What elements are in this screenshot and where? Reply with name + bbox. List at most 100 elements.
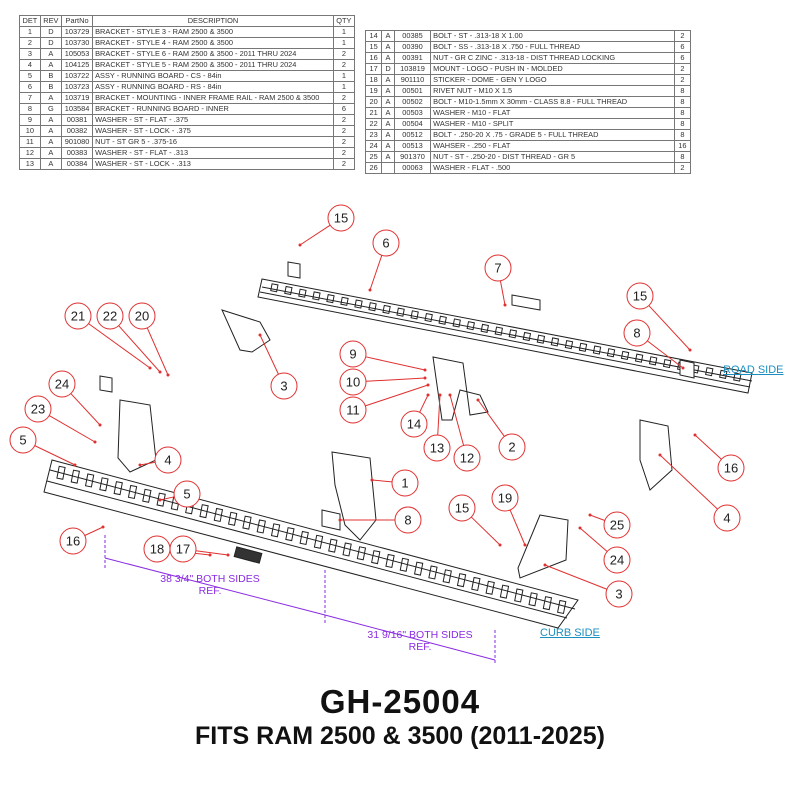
tread-cleat (298, 288, 307, 298)
leader-line (259, 334, 279, 375)
dimension-ref: REF. (408, 641, 432, 653)
leader-line (477, 399, 505, 437)
leader-line (49, 415, 96, 443)
product-title: GH-25004 (319, 683, 481, 720)
callout-number: 13 (430, 441, 444, 456)
balloon-circle (491, 484, 519, 512)
leader-line (647, 340, 684, 369)
leader-line (369, 255, 383, 291)
callout-balloon: 21 (64, 302, 152, 370)
tread-cleat (508, 329, 518, 339)
bom-cell-qty: 2 (673, 162, 692, 174)
balloon-circle (339, 368, 367, 396)
leader-line (365, 384, 429, 407)
callout-number: 20 (135, 309, 149, 324)
leader-line (589, 514, 605, 521)
bracket-3-left (221, 309, 271, 353)
callout-number: 18 (150, 542, 164, 557)
bom-cell-det: 26 (364, 162, 383, 174)
callout-number: 1 (401, 476, 408, 491)
balloon-circle (391, 469, 419, 497)
balloon-circle (717, 454, 745, 482)
tread-cleat (564, 340, 574, 350)
leader-line (544, 564, 608, 590)
tread-cleat (413, 561, 424, 576)
callout-balloon: 8 (623, 319, 685, 370)
tread-cleat (56, 465, 66, 480)
callout-number: 6 (382, 236, 389, 251)
leader-line (579, 527, 608, 552)
bom-row: 22 A 00504 WASHER - M10 - SPLIT 8 (364, 118, 692, 130)
tread-cleat (156, 492, 166, 507)
bom-cell-rev: A (39, 158, 62, 170)
bom-cell-qty: 2 (332, 158, 356, 170)
callout-number: 2 (508, 440, 515, 455)
balloon-circle (154, 446, 182, 474)
balloon-circle (484, 254, 512, 282)
tread-cleat (270, 523, 281, 538)
callout-balloon: 23 (24, 395, 97, 444)
bracket-7 (511, 294, 541, 311)
tread-cleat (606, 348, 616, 358)
tread-cleat (70, 469, 80, 484)
callout-number: 16 (724, 461, 738, 476)
callout-balloon: 3 (543, 563, 633, 608)
bom-row: 21 A 00503 WASHER - M10 - FLAT 8 (364, 107, 692, 119)
tread-cleat (648, 356, 658, 366)
leader-line (70, 393, 101, 426)
tread-cleat (634, 353, 644, 363)
bom-row: 19 A 00501 RIVET NUT - M10 X 1.5 8 (364, 85, 692, 97)
tread-cleat (356, 546, 367, 561)
balloon-circle (64, 302, 92, 330)
bracket-8-mid (321, 509, 341, 531)
callout-balloon: 15 (626, 282, 692, 352)
callout-number: 7 (494, 261, 501, 276)
bom-row: 4 A 104125 BRACKET - STYLE 5 - RAM 2500 & 3… (19, 59, 356, 71)
callout-number: 22 (103, 309, 117, 324)
product-subtitle: FITS RAM 2500 & 3500 (2011-2025) (195, 722, 605, 750)
balloon-circle (603, 511, 631, 539)
callout-balloon: 4 (138, 446, 182, 474)
callout-balloon: 25 (588, 511, 631, 539)
bom-row: 7 A 103719 BRACKET - MOUNTING - INNER FRAME… (19, 92, 356, 104)
callout-number: 17 (176, 542, 190, 557)
callout-balloon: 11 (339, 383, 430, 424)
tread-cleat (399, 557, 410, 572)
callout-number: 15 (633, 289, 647, 304)
tread-cleat (328, 538, 338, 553)
callout-number: 3 (280, 379, 287, 394)
tread-cleat (499, 584, 510, 599)
balloon-circle (498, 433, 526, 461)
tread-cleat (410, 310, 419, 320)
balloon-circle (605, 580, 633, 608)
dimension-text: 38 3/4" BOTH SIDES (160, 573, 260, 585)
callout-number: 3 (615, 587, 622, 602)
balloon-circle (453, 444, 481, 472)
callout-balloon: 6 (368, 229, 400, 292)
leader-line (371, 479, 393, 483)
callout-number: 24 (610, 553, 624, 568)
dimension-text: 31 9/16" BOTH SIDES (367, 629, 473, 641)
bom-cell-partno: 104125 (60, 59, 94, 71)
callout-balloon: 22 (96, 302, 162, 374)
bom-row: 12 A 00383 WASHER - ST - FLAT - .313 2 (19, 147, 356, 159)
callout-number: 5 (19, 433, 26, 448)
tread-cleat (578, 342, 588, 352)
tread-cleat (480, 323, 489, 333)
leader-line (139, 461, 156, 466)
logo-mount (233, 546, 263, 564)
bom-cell-qty: 1 (332, 81, 356, 93)
callout-balloon: 13 (423, 393, 451, 462)
tread-cleat (227, 511, 238, 526)
balloon-circle (448, 494, 476, 522)
balloon-circle (9, 426, 37, 454)
tread-cleat (522, 331, 532, 342)
bracket-1 (331, 451, 377, 541)
balloon-circle (400, 410, 428, 438)
callout-balloon: 24 (578, 526, 631, 574)
callout-balloon: 19 (491, 484, 527, 547)
callout-balloon: 15 (298, 204, 355, 247)
callout-number: 4 (164, 453, 171, 468)
callout-balloon: 14 (400, 393, 430, 438)
